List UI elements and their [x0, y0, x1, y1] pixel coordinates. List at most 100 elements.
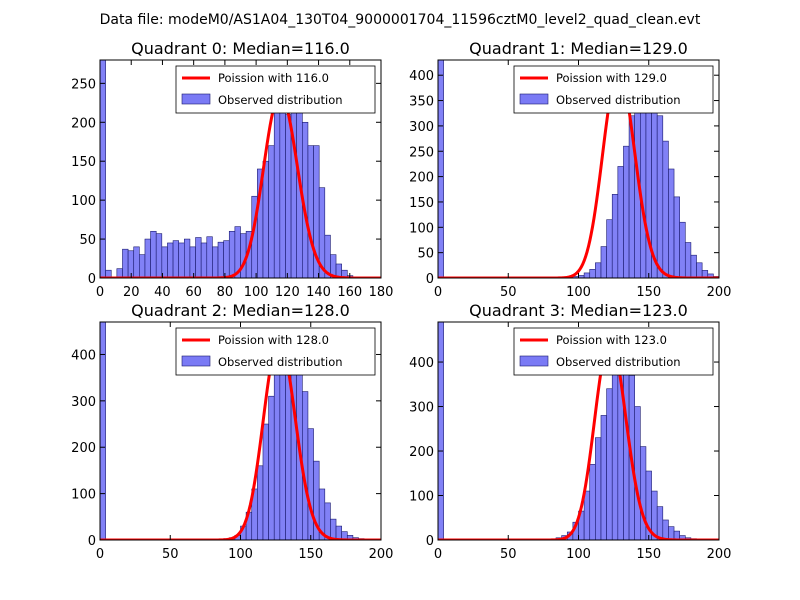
histogram-bar [656, 115, 664, 278]
histogram-bar [583, 272, 591, 278]
y-tick-label: 100 [71, 194, 96, 209]
legend-bar-label: Observed distribution [218, 355, 343, 369]
histogram-bar [206, 236, 213, 278]
poisson-curve [100, 338, 381, 540]
x-tick-label: 0 [434, 285, 442, 300]
histogram-bar [634, 406, 641, 540]
legend-bar-label: Observed distribution [556, 355, 681, 369]
histogram-bar [595, 262, 602, 278]
histogram-bar [195, 237, 202, 278]
histogram-bar [262, 160, 269, 278]
histogram-bar [122, 248, 129, 278]
panel-title: Quadrant 2: Median=128.0 [131, 301, 350, 320]
histogram-bar [307, 428, 314, 540]
y-tick-label: 200 [409, 445, 434, 460]
histogram-bar [438, 60, 444, 278]
histogram-bar [611, 366, 619, 540]
histogram-bar [589, 269, 596, 278]
histogram-bar [268, 145, 275, 278]
poisson-curve [100, 92, 381, 278]
y-tick-label: 250 [409, 145, 434, 160]
histogram-bar [223, 240, 230, 278]
histogram-bar [133, 246, 140, 278]
histogram-bar [600, 415, 607, 540]
histogram-bar [662, 140, 669, 278]
panel-title: Quadrant 3: Median=123.0 [469, 301, 688, 320]
axes-frame [99, 59, 382, 279]
x-tick-label: 200 [707, 547, 732, 562]
x-tick-label: 50 [500, 547, 517, 562]
x-tick-label: 150 [636, 285, 661, 300]
x-tick-label: 100 [244, 285, 269, 300]
legend-bar-label: Observed distribution [218, 93, 343, 107]
figure-suptitle: Data file: modeM0/AS1A04_130T04_90000017… [100, 12, 701, 28]
histogram-bar [662, 519, 669, 540]
histogram-bar [606, 219, 613, 278]
panels: 0 20 40 60 80 100 120 140 160 180 0 50 100 150 200 250 Q… [71, 39, 731, 562]
histogram-bar [341, 269, 348, 278]
y-tick-label: 200 [71, 441, 96, 456]
plot-area [100, 322, 381, 540]
histogram-bar [668, 168, 675, 278]
legend-bar-swatch [181, 355, 211, 367]
histogram-bar [696, 262, 703, 278]
legend-curve-label: Poission with 128.0 [218, 333, 329, 347]
y-tick-label: 0 [426, 272, 434, 287]
y-tick-label: 300 [409, 120, 434, 135]
histogram-bar [262, 423, 269, 540]
histogram-bar [150, 230, 157, 278]
x-tick-label: 20 [123, 285, 140, 300]
histogram-bar [318, 187, 326, 278]
x-tick-label: 150 [298, 547, 323, 562]
poisson-curve [438, 69, 719, 278]
x-tick-label: 0 [96, 547, 104, 562]
histogram-bar [200, 242, 208, 278]
histogram-bar [139, 254, 146, 278]
legend: Poission with 128.0 Observed distribution [175, 327, 376, 376]
histogram-bar [100, 60, 106, 278]
histogram-bar [155, 233, 163, 278]
histogram-bar [212, 246, 219, 278]
histogram-bar [640, 85, 647, 278]
legend-bar-swatch [519, 93, 549, 105]
histogram-bar [600, 246, 607, 278]
histogram-bar [668, 526, 675, 540]
histogram-bar [273, 107, 281, 278]
y-tick-label: 200 [409, 171, 434, 186]
x-tick-label: 160 [337, 285, 362, 300]
quadrant-panel-1: 0 50 100 150 200 0 50 100 150 200 250 300 350 400 Quad… [409, 39, 731, 300]
legend-box [175, 327, 376, 376]
histogram-bar [228, 230, 236, 278]
histogram-bar [268, 395, 275, 540]
histogram-bar [285, 114, 292, 278]
histogram-bar [335, 525, 342, 540]
histogram-bar [640, 446, 647, 540]
x-tick-label: 50 [162, 547, 179, 562]
panel-title: Quadrant 1: Median=129.0 [469, 39, 688, 58]
legend: Poission with 116.0 Observed distribution [175, 65, 376, 114]
y-tick-label: 0 [88, 272, 96, 287]
legend-box [175, 65, 376, 114]
histogram-bar [679, 221, 686, 278]
histogram-bar [307, 145, 314, 278]
histogram-bar [656, 506, 664, 540]
x-tick-label: 80 [217, 285, 234, 300]
x-tick-label: 0 [96, 285, 104, 300]
legend: Poission with 129.0 Observed distribution [513, 65, 714, 114]
histogram-bar [684, 242, 692, 278]
x-tick-label: 200 [369, 547, 394, 562]
histogram-bar [718, 276, 719, 278]
histogram-bar [611, 194, 619, 278]
histogram-bar [330, 518, 337, 540]
y-tick-label: 350 [409, 95, 434, 110]
x-tick-label: 100 [228, 547, 253, 562]
y-tick-label: 100 [409, 221, 434, 236]
x-tick-label: 50 [500, 285, 517, 300]
y-tick-label: 150 [71, 155, 96, 170]
histogram-bar [167, 242, 174, 278]
y-tick-label: 400 [409, 69, 434, 84]
y-tick-label: 400 [409, 356, 434, 371]
histogram-bar [184, 238, 191, 278]
histogram-bar [595, 437, 602, 540]
